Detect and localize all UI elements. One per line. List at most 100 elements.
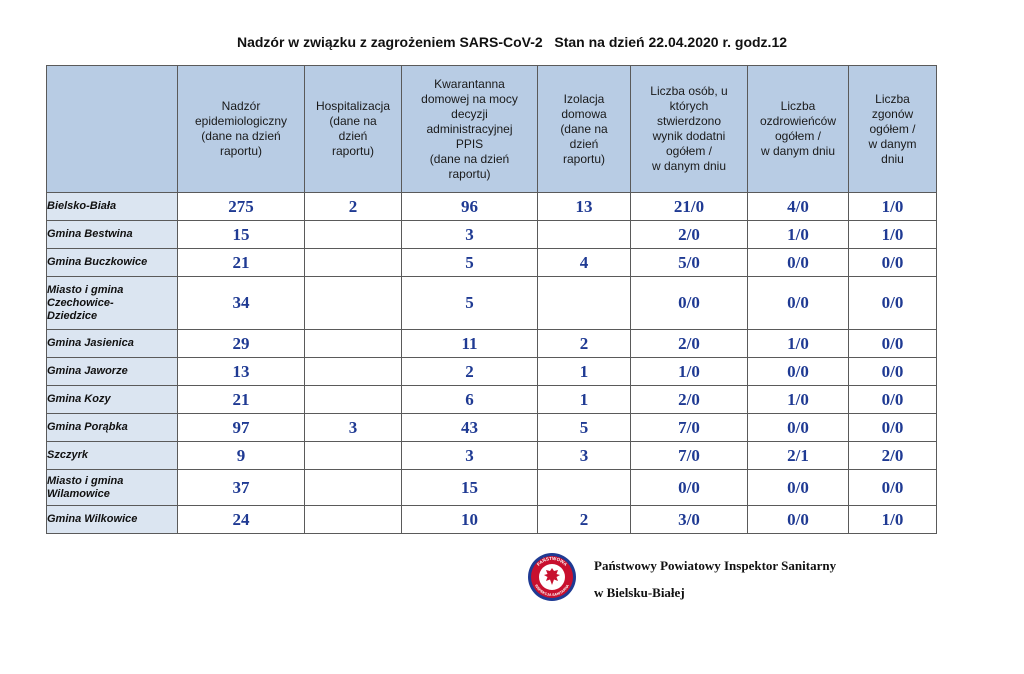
table-row: Miasto i gmina Czechowice- Dziedzice 34 5 … bbox=[46, 276, 937, 330]
cell-value: 11 bbox=[401, 329, 538, 358]
inspector-location: w Bielsku-Białej bbox=[594, 585, 685, 600]
table-row: Gmina Wilkowice 24 10 2 3/0 0/0 1/0 bbox=[46, 505, 937, 534]
page-title: Nadzór w związku z zagrożeniem SARS-CoV-… bbox=[236, 34, 788, 50]
cell-value: 4/0 bbox=[747, 192, 849, 221]
cell-value: 0/0 bbox=[848, 385, 937, 414]
cell-value: 0/0 bbox=[747, 505, 849, 534]
cell-value: 10 bbox=[401, 505, 538, 534]
row-name: Gmina Buczkowice bbox=[46, 248, 178, 277]
row-name: Gmina Bestwina bbox=[46, 220, 178, 249]
cell-value: 0/0 bbox=[747, 248, 849, 277]
header-hospitalizacja: Hospitalizacja (dane na dzień raportu) bbox=[304, 65, 402, 193]
cell-value: 1/0 bbox=[747, 329, 849, 358]
cell-value: 5/0 bbox=[630, 248, 748, 277]
cell-value bbox=[537, 276, 631, 330]
header-nadzor: Nadzór epidemiologiczny (dane na dzień rapo… bbox=[177, 65, 305, 193]
cell-value: 21 bbox=[177, 385, 305, 414]
cell-value: 96 bbox=[401, 192, 538, 221]
row-name: Bielsko-Biała bbox=[46, 192, 178, 221]
cell-value: 2 bbox=[304, 192, 402, 221]
cell-value: 43 bbox=[401, 413, 538, 442]
cell-value: 1/0 bbox=[848, 220, 937, 249]
table-row: Gmina Jaworze 13 2 1 1/0 0/0 0/0 bbox=[46, 357, 937, 386]
signature-block: Państwowy Powiatowy Inspektor Sanitarny … bbox=[594, 552, 836, 606]
cell-value: 0/0 bbox=[630, 469, 748, 506]
cell-value: 2/0 bbox=[848, 441, 937, 470]
header-ozdrowiency: Liczba ozdrowieńców ogółem / w danym dniu bbox=[747, 65, 849, 193]
inspector-title: Państwowy Powiatowy Inspektor Sanitarny bbox=[594, 558, 837, 573]
cell-value: 0/0 bbox=[848, 357, 937, 386]
row-name: Gmina Porąbka bbox=[46, 413, 178, 442]
row-name: Gmina Wilkowice bbox=[46, 505, 178, 534]
cell-value: 15 bbox=[177, 220, 305, 249]
cell-value: 2 bbox=[401, 357, 538, 386]
cell-value: 7/0 bbox=[630, 441, 748, 470]
cell-value: 15 bbox=[401, 469, 538, 506]
header-corner bbox=[46, 65, 178, 193]
cell-value: 0/0 bbox=[630, 276, 748, 330]
cell-value: 2/0 bbox=[630, 385, 748, 414]
cell-value: 24 bbox=[177, 505, 305, 534]
row-name: Gmina Jasienica bbox=[46, 329, 178, 358]
cell-value: 1 bbox=[537, 385, 631, 414]
cell-value: 2 bbox=[537, 505, 631, 534]
table-row: Bielsko-Biała 275 2 96 13 21/0 4/0 1/0 bbox=[46, 192, 937, 221]
cell-value: 0/0 bbox=[848, 329, 937, 358]
header-zgony: Liczba zgonów ogółem / w danym dniu bbox=[848, 65, 937, 193]
cell-value: 0/0 bbox=[747, 276, 849, 330]
cell-value bbox=[537, 220, 631, 249]
table-row: Miasto i gmina Wilamowice 37 15 0/0 0/0 0… bbox=[46, 469, 937, 506]
cell-value: 275 bbox=[177, 192, 305, 221]
cell-value: 29 bbox=[177, 329, 305, 358]
cell-value: 0/0 bbox=[848, 469, 937, 506]
table-row: Gmina Jasienica 29 11 2 2/0 1/0 0/0 bbox=[46, 329, 937, 358]
cell-value: 0/0 bbox=[848, 248, 937, 277]
header-wynik-dodatni: Liczba osób, u których stwierdzono wynik do… bbox=[630, 65, 748, 193]
cell-value: 0/0 bbox=[747, 357, 849, 386]
cell-value: 1/0 bbox=[848, 505, 937, 534]
cell-value: 1/0 bbox=[747, 220, 849, 249]
cell-value: 3/0 bbox=[630, 505, 748, 534]
cell-value: 34 bbox=[177, 276, 305, 330]
row-name: Gmina Kozy bbox=[46, 385, 178, 414]
seal-eagle-icon bbox=[544, 568, 560, 585]
row-name: Szczyrk bbox=[46, 441, 178, 470]
cell-value: 3 bbox=[304, 413, 402, 442]
cell-value: 2 bbox=[537, 329, 631, 358]
cell-value: 1/0 bbox=[630, 357, 748, 386]
cell-value bbox=[304, 329, 402, 358]
cell-value: 0/0 bbox=[848, 276, 937, 330]
cell-value: 13 bbox=[177, 357, 305, 386]
cell-value: 5 bbox=[401, 248, 538, 277]
cell-value: 9 bbox=[177, 441, 305, 470]
cell-value bbox=[304, 385, 402, 414]
cell-value: 3 bbox=[401, 220, 538, 249]
cell-value: 3 bbox=[537, 441, 631, 470]
sanitary-inspection-seal-icon: PAŃSTWOWA INSPEKCJA SANITARNA bbox=[528, 553, 576, 601]
covid-surveillance-table: Nadzór epidemiologiczny (dane na dzień rapo… bbox=[46, 65, 937, 534]
cell-value bbox=[537, 469, 631, 506]
cell-value bbox=[304, 357, 402, 386]
cell-value bbox=[304, 276, 402, 330]
cell-value bbox=[304, 505, 402, 534]
cell-value: 1 bbox=[537, 357, 631, 386]
cell-value bbox=[304, 469, 402, 506]
cell-value: 97 bbox=[177, 413, 305, 442]
cell-value: 21/0 bbox=[630, 192, 748, 221]
cell-value: 6 bbox=[401, 385, 538, 414]
cell-value: 1/0 bbox=[848, 192, 937, 221]
cell-value: 37 bbox=[177, 469, 305, 506]
cell-value: 2/1 bbox=[747, 441, 849, 470]
cell-value: 2/0 bbox=[630, 329, 748, 358]
cell-value bbox=[304, 248, 402, 277]
cell-value: 7/0 bbox=[630, 413, 748, 442]
cell-value: 5 bbox=[537, 413, 631, 442]
cell-value: 3 bbox=[401, 441, 538, 470]
cell-value: 4 bbox=[537, 248, 631, 277]
row-name: Miasto i gmina Czechowice- Dziedzice bbox=[46, 276, 178, 330]
cell-value: 5 bbox=[401, 276, 538, 330]
cell-value: 0/0 bbox=[848, 413, 937, 442]
cell-value bbox=[304, 220, 402, 249]
cell-value: 0/0 bbox=[747, 413, 849, 442]
row-name: Gmina Jaworze bbox=[46, 357, 178, 386]
